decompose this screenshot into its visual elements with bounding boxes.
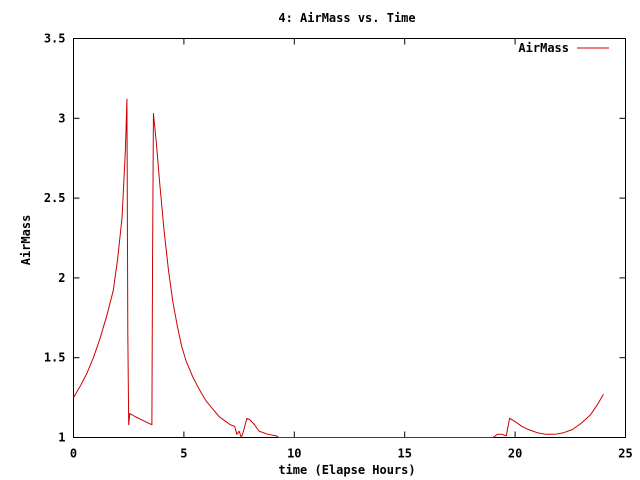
series-layer	[73, 98, 604, 438]
series-line-airmass	[73, 98, 604, 438]
x-tick-label: 10	[287, 447, 301, 461]
x-axis-label: time (Elapse Hours)	[278, 463, 415, 477]
x-tick-label: 0	[70, 447, 77, 461]
plot-area-frame	[73, 38, 626, 438]
x-tick-label: 20	[508, 447, 522, 461]
y-axis-label: AirMass	[19, 215, 33, 266]
axis-ticks: 0 5 10 15 20 25 1 1.5 2 2.5 3 3.5	[44, 32, 633, 461]
legend: AirMass	[518, 41, 609, 55]
chart-title: 4: AirMass vs. Time	[278, 11, 415, 25]
x-tick-label: 5	[180, 447, 187, 461]
legend-entry-airmass-label: AirMass	[518, 41, 569, 55]
x-tick-label: 25	[618, 447, 632, 461]
y-tick-label: 1.5	[44, 351, 66, 365]
y-tick-label: 3	[58, 111, 65, 125]
y-tick-label: 2.5	[44, 191, 66, 205]
x-tick-label: 15	[397, 447, 411, 461]
y-tick-label: 1	[58, 431, 65, 445]
y-tick-label: 3.5	[44, 32, 66, 46]
y-tick-label: 2	[58, 271, 65, 285]
